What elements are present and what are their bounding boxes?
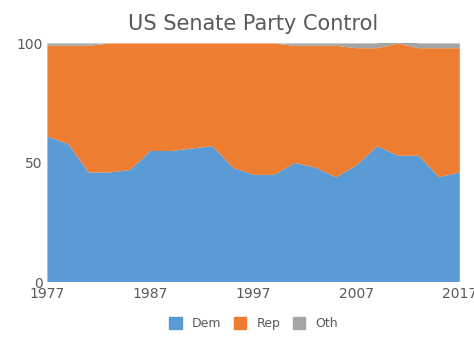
Legend: Dem, Rep, Oth: Dem, Rep, Oth [169,317,338,330]
Title: US Senate Party Control: US Senate Party Control [128,13,379,34]
